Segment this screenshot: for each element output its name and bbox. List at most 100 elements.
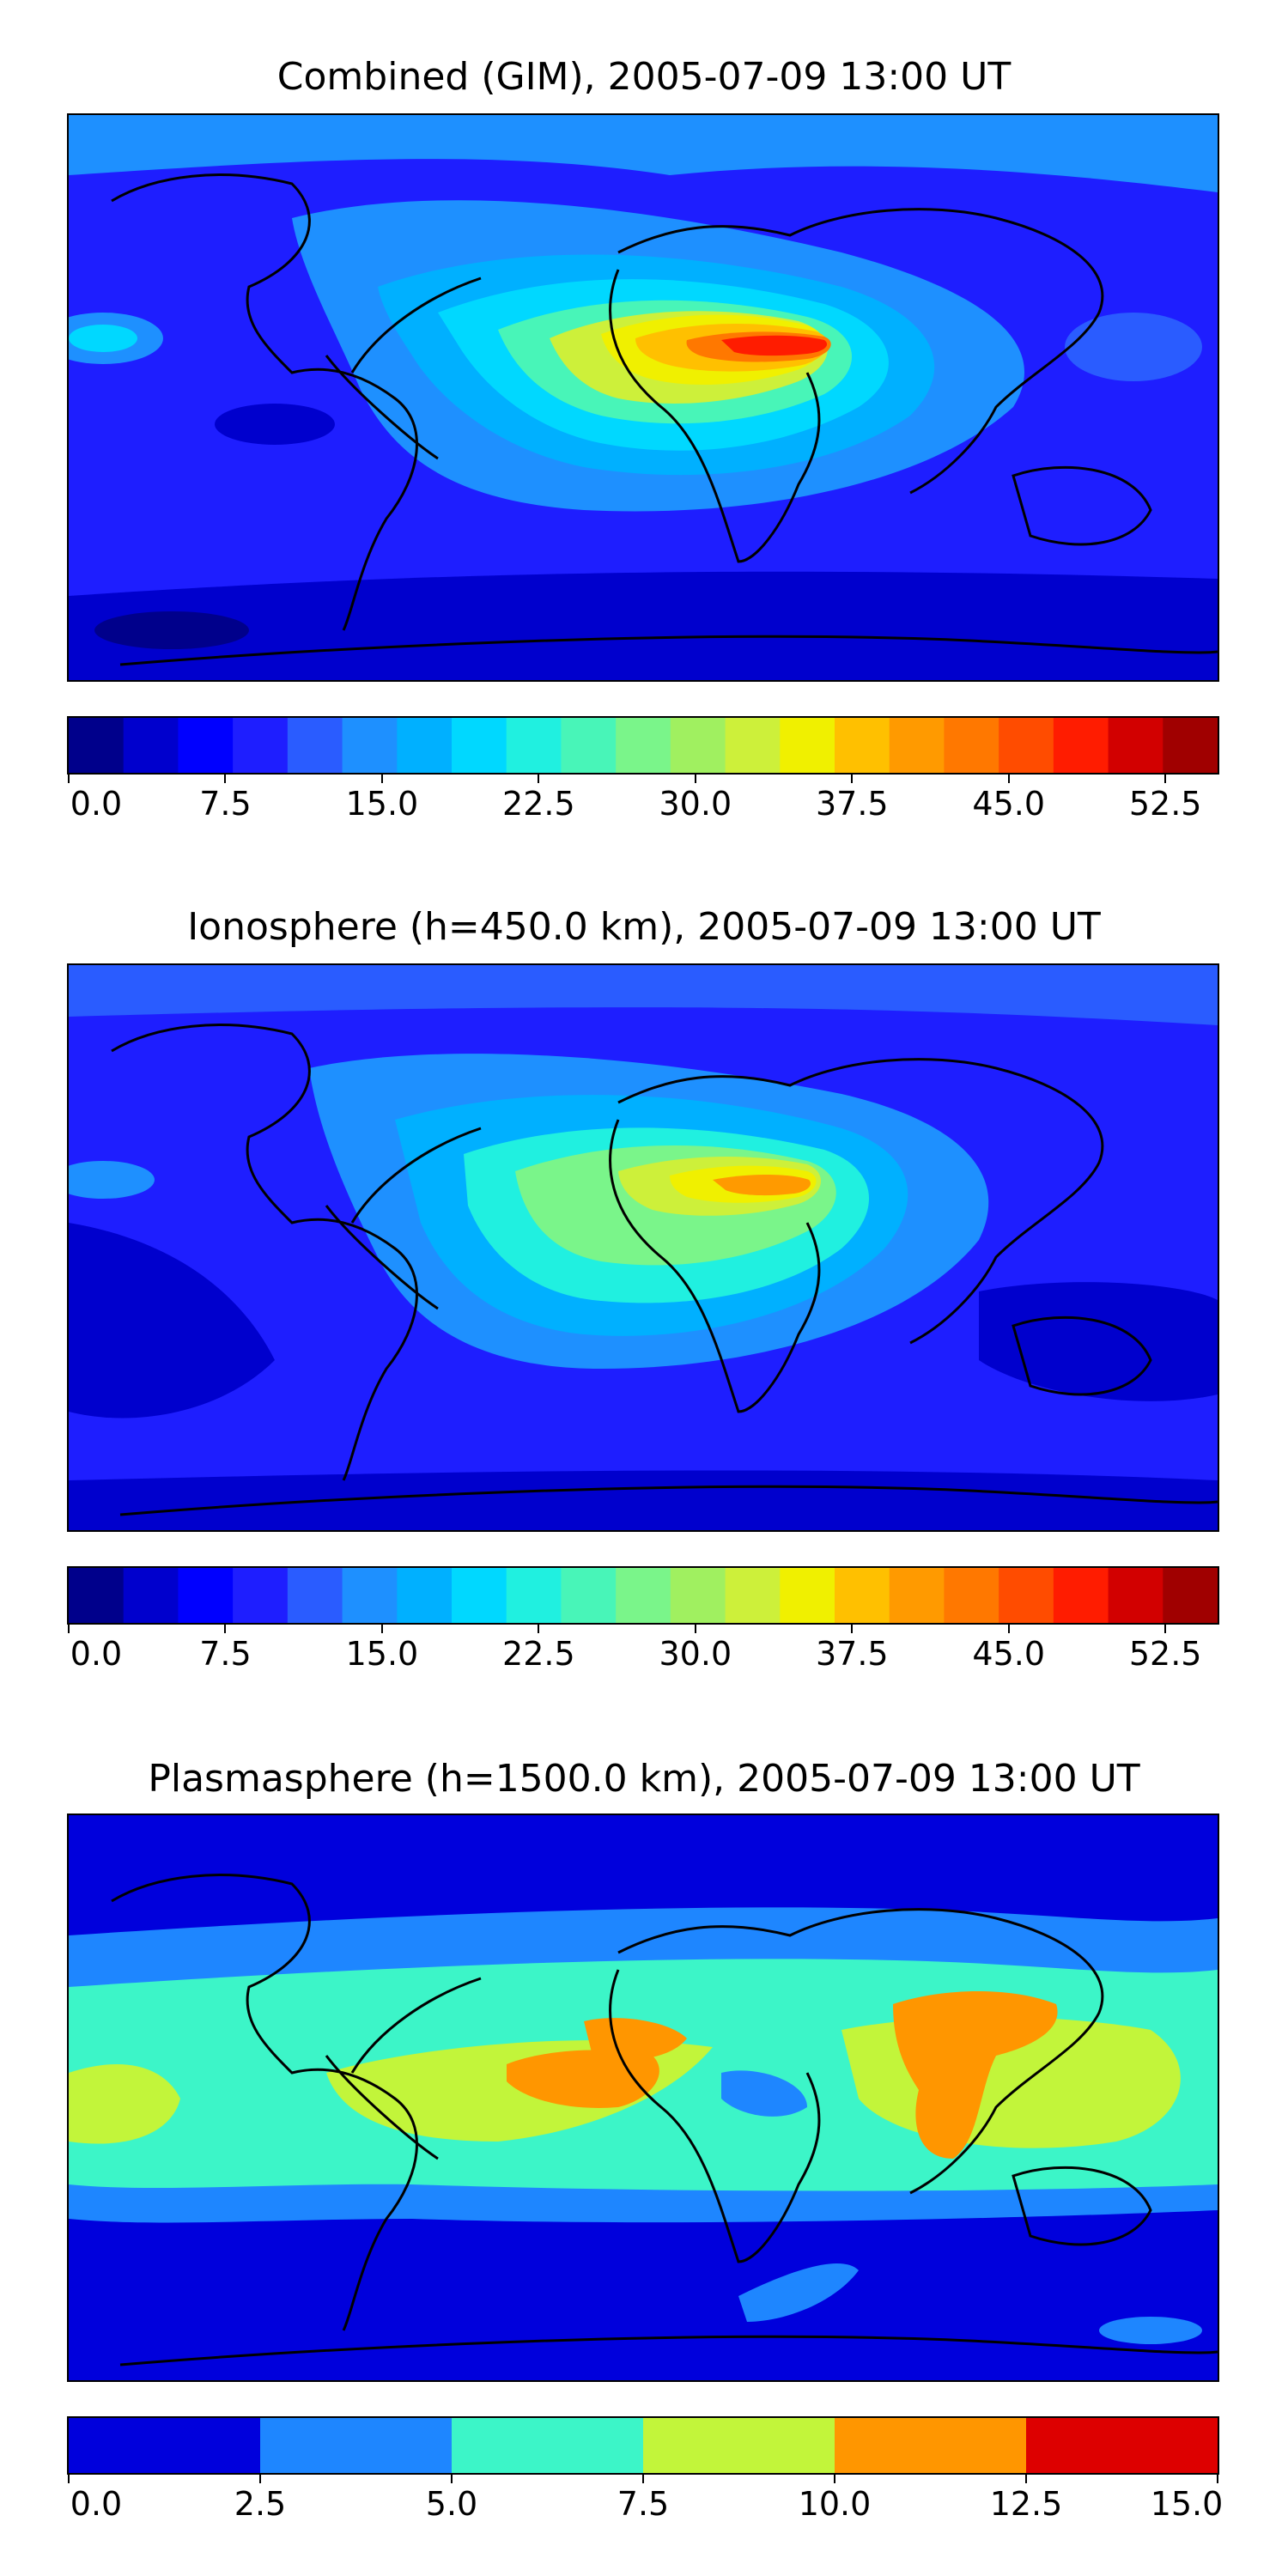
colorbar-swatch xyxy=(397,1568,453,1623)
colorbar-tick-label: 0.0 xyxy=(70,785,123,823)
colorbar-tick-label: 45.0 xyxy=(972,1635,1046,1673)
colorbar-tick-label: 30.0 xyxy=(659,1635,732,1673)
colorbar-swatch xyxy=(506,718,562,773)
colorbar-tick-mark xyxy=(642,2475,644,2483)
colorbar-swatch xyxy=(561,718,617,773)
colorbar-swatch xyxy=(69,718,125,773)
ionosphere-colorbar-swatches xyxy=(69,1568,1218,1623)
ionosphere-map xyxy=(67,963,1219,1532)
colorbar-tick-mark xyxy=(1164,1625,1167,1633)
combined-coastline xyxy=(111,173,1218,666)
colorbar-swatch xyxy=(123,718,179,773)
colorbar-tick-mark xyxy=(538,775,540,783)
colorbar-tick-mark xyxy=(1217,2475,1218,2483)
colorbar-tick-mark xyxy=(224,775,227,783)
colorbar-tick-label: 22.5 xyxy=(502,785,575,823)
ionosphere-colorbar-ticks: 0.0 7.5 15.0 22.5 30.0 37.5 45.0 52.5 xyxy=(67,1625,1219,1673)
colorbar-tick-label: 12.5 xyxy=(989,2485,1063,2523)
colorbar-tick-mark xyxy=(68,1625,70,1633)
colorbar-swatch xyxy=(69,2418,261,2473)
colorbar-tick-label: 52.5 xyxy=(1128,1635,1202,1673)
colorbar-swatch xyxy=(1053,1568,1109,1623)
colorbar-swatch xyxy=(999,1568,1054,1623)
ionosphere-map-plot xyxy=(69,965,1218,1530)
colorbar-tick-label: 52.5 xyxy=(1128,785,1202,823)
colorbar-tick-label: 0.0 xyxy=(70,1635,123,1673)
colorbar-swatch xyxy=(233,718,289,773)
coastline-outlines xyxy=(111,173,1218,666)
colorbar-swatch xyxy=(725,1568,781,1623)
colorbar-tick-mark xyxy=(68,2475,70,2483)
colorbar-swatch xyxy=(397,718,453,773)
ionosphere-map-title: Ionosphere (h=450.0 km), 2005-07-09 13:0… xyxy=(187,905,1101,949)
colorbar-swatch xyxy=(780,718,835,773)
colorbar-tick-label: 15.0 xyxy=(345,1635,419,1673)
combined-map-title: Combined (GIM), 2005-07-09 13:00 UT xyxy=(276,55,1012,99)
coastline-outlines xyxy=(111,1874,1218,2366)
colorbar-swatch xyxy=(123,1568,179,1623)
colorbar-swatch xyxy=(643,2418,835,2473)
colorbar-tick-label: 2.5 xyxy=(234,2485,287,2523)
colorbar-swatch xyxy=(287,718,343,773)
combined-colorbar-swatches xyxy=(69,718,1218,773)
colorbar-tick-mark xyxy=(694,1625,696,1633)
colorbar-swatch xyxy=(670,1568,726,1623)
colorbar-tick-label: 15.0 xyxy=(345,785,419,823)
colorbar-tick-mark xyxy=(68,775,70,783)
colorbar-tick-label: 30.0 xyxy=(659,785,732,823)
colorbar-tick-label: 0.0 xyxy=(70,2485,123,2523)
colorbar-swatch xyxy=(1108,718,1163,773)
colorbar-swatch xyxy=(670,718,726,773)
colorbar-swatch xyxy=(1163,1568,1218,1623)
colorbar-swatch xyxy=(1053,718,1109,773)
colorbar-swatch xyxy=(506,1568,562,1623)
colorbar-tick-label: 37.5 xyxy=(815,785,889,823)
colorbar-tick-mark xyxy=(1007,1625,1010,1633)
colorbar-tick-mark xyxy=(380,775,383,783)
ionosphere-coastline xyxy=(111,1024,1218,1516)
colorbar-swatch xyxy=(725,718,781,773)
plasmasphere-colorbar xyxy=(67,2416,1219,2475)
colorbar-swatch xyxy=(1163,718,1218,773)
plasmasphere-colorbar-swatches xyxy=(69,2418,1218,2473)
colorbar-swatch xyxy=(944,718,999,773)
colorbar-tick-mark xyxy=(834,2475,835,2483)
combined-colorbar-ticks: 0.0 7.5 15.0 22.5 30.0 37.5 45.0 52.5 xyxy=(67,775,1219,821)
colorbar-tick-mark xyxy=(224,1625,227,1633)
colorbar-tick-mark xyxy=(259,2475,261,2483)
colorbar-tick-label: 10.0 xyxy=(798,2485,872,2523)
colorbar-tick-mark xyxy=(1164,775,1167,783)
colorbar-swatch xyxy=(561,1568,617,1623)
colorbar-swatch xyxy=(835,2418,1027,2473)
colorbar-tick-label: 37.5 xyxy=(815,1635,889,1673)
colorbar-swatch xyxy=(999,718,1054,773)
plasmasphere-colorbar-ticks: 0.0 2.5 5.0 7.5 10.0 12.5 15.0 xyxy=(67,2475,1223,2523)
colorbar-tick-label: 45.0 xyxy=(972,785,1046,823)
colorbar-swatch xyxy=(944,1568,999,1623)
colorbar-tick-label: 5.0 xyxy=(425,2485,478,2523)
colorbar-swatch xyxy=(616,718,671,773)
combined-map xyxy=(67,113,1219,682)
colorbar-swatch xyxy=(889,1568,945,1623)
colorbar-tick-label: 15.0 xyxy=(1150,2485,1224,2523)
colorbar-tick-mark xyxy=(694,775,696,783)
colorbar-swatch xyxy=(452,2418,644,2473)
colorbar-swatch xyxy=(342,1568,398,1623)
colorbar-swatch xyxy=(287,1568,343,1623)
colorbar-tick-mark xyxy=(851,775,854,783)
colorbar-swatch xyxy=(1108,1568,1163,1623)
colorbar-tick-label: 7.5 xyxy=(617,2485,670,2523)
plasmasphere-map-plot xyxy=(69,1815,1218,2380)
colorbar-swatch xyxy=(178,718,234,773)
colorbar-swatch xyxy=(342,718,398,773)
colorbar-swatch xyxy=(452,718,507,773)
colorbar-tick-mark xyxy=(1025,2475,1027,2483)
colorbar-swatch xyxy=(835,1568,890,1623)
colorbar-tick-mark xyxy=(851,1625,854,1633)
colorbar-swatch xyxy=(889,718,945,773)
colorbar-tick-mark xyxy=(380,1625,383,1633)
colorbar-swatch xyxy=(69,1568,125,1623)
colorbar-swatch xyxy=(835,718,890,773)
plasmasphere-map-title: Plasmasphere (h=1500.0 km), 2005-07-09 1… xyxy=(148,1757,1140,1801)
coastline-outlines xyxy=(111,1024,1218,1516)
